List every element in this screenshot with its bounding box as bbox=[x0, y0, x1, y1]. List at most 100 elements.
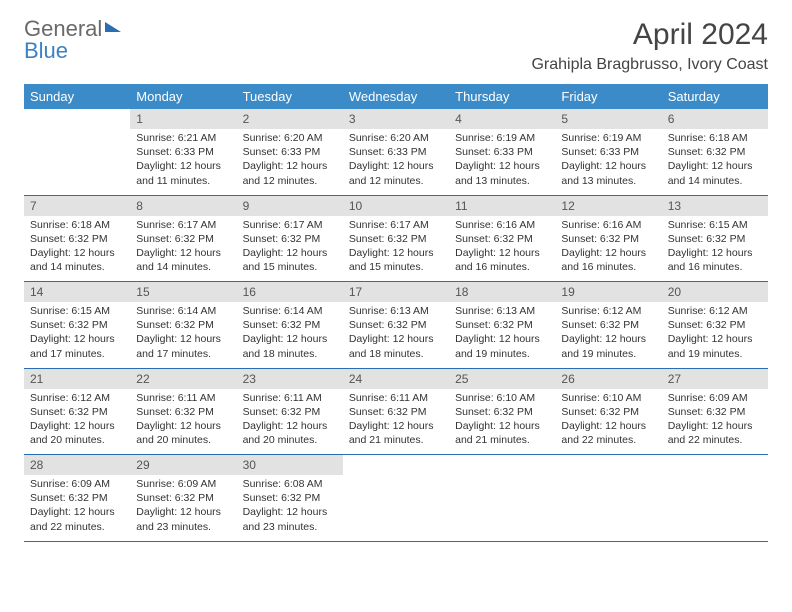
page-header: General Blue April 2024 Grahipla Bragbru… bbox=[24, 18, 768, 74]
sunset-text: Sunset: 6:32 PM bbox=[561, 318, 655, 332]
daylight-text: Daylight: 12 hours and 22 minutes. bbox=[668, 419, 762, 447]
daylight-text: Daylight: 12 hours and 12 minutes. bbox=[243, 159, 337, 187]
day-number: 19 bbox=[555, 282, 661, 303]
sunset-text: Sunset: 6:32 PM bbox=[668, 145, 762, 159]
day-number: 15 bbox=[130, 282, 236, 303]
day-number: 22 bbox=[130, 368, 236, 389]
sunrise-text: Sunrise: 6:12 AM bbox=[561, 304, 655, 318]
daylight-text: Daylight: 12 hours and 17 minutes. bbox=[136, 332, 230, 360]
sunset-text: Sunset: 6:32 PM bbox=[668, 318, 762, 332]
daylight-text: Daylight: 12 hours and 12 minutes. bbox=[349, 159, 443, 187]
weekday-header: Wednesday bbox=[343, 84, 449, 109]
logo-text: General Blue bbox=[24, 18, 121, 62]
sunset-text: Sunset: 6:32 PM bbox=[243, 318, 337, 332]
daylight-text: Daylight: 12 hours and 14 minutes. bbox=[30, 246, 124, 274]
daylight-text: Daylight: 12 hours and 20 minutes. bbox=[30, 419, 124, 447]
daylight-text: Daylight: 12 hours and 19 minutes. bbox=[668, 332, 762, 360]
sunset-text: Sunset: 6:32 PM bbox=[561, 405, 655, 419]
day-cell: Sunrise: 6:11 AMSunset: 6:32 PMDaylight:… bbox=[343, 389, 449, 455]
sunrise-text: Sunrise: 6:17 AM bbox=[243, 218, 337, 232]
day-content-row: Sunrise: 6:12 AMSunset: 6:32 PMDaylight:… bbox=[24, 389, 768, 455]
day-number: 12 bbox=[555, 195, 661, 216]
sunset-text: Sunset: 6:32 PM bbox=[668, 405, 762, 419]
day-cell bbox=[449, 475, 555, 541]
day-content-row: Sunrise: 6:21 AMSunset: 6:33 PMDaylight:… bbox=[24, 129, 768, 195]
sunrise-text: Sunrise: 6:11 AM bbox=[349, 391, 443, 405]
sunrise-text: Sunrise: 6:12 AM bbox=[668, 304, 762, 318]
sunrise-text: Sunrise: 6:09 AM bbox=[136, 477, 230, 491]
day-cell bbox=[24, 129, 130, 195]
sunset-text: Sunset: 6:32 PM bbox=[561, 232, 655, 246]
sunrise-text: Sunrise: 6:16 AM bbox=[561, 218, 655, 232]
day-cell: Sunrise: 6:09 AMSunset: 6:32 PMDaylight:… bbox=[24, 475, 130, 541]
weekday-header: Tuesday bbox=[237, 84, 343, 109]
sunrise-text: Sunrise: 6:14 AM bbox=[136, 304, 230, 318]
daylight-text: Daylight: 12 hours and 21 minutes. bbox=[349, 419, 443, 447]
day-number: 20 bbox=[662, 282, 768, 303]
sunset-text: Sunset: 6:33 PM bbox=[136, 145, 230, 159]
sunrise-text: Sunrise: 6:11 AM bbox=[136, 391, 230, 405]
sunset-text: Sunset: 6:32 PM bbox=[136, 232, 230, 246]
day-number: 8 bbox=[130, 195, 236, 216]
day-cell: Sunrise: 6:13 AMSunset: 6:32 PMDaylight:… bbox=[343, 302, 449, 368]
day-cell: Sunrise: 6:17 AMSunset: 6:32 PMDaylight:… bbox=[130, 216, 236, 282]
daylight-text: Daylight: 12 hours and 23 minutes. bbox=[243, 505, 337, 533]
daylight-text: Daylight: 12 hours and 15 minutes. bbox=[243, 246, 337, 274]
sunrise-text: Sunrise: 6:16 AM bbox=[455, 218, 549, 232]
daylight-text: Daylight: 12 hours and 19 minutes. bbox=[561, 332, 655, 360]
sunrise-text: Sunrise: 6:19 AM bbox=[455, 131, 549, 145]
sunrise-text: Sunrise: 6:18 AM bbox=[668, 131, 762, 145]
day-cell: Sunrise: 6:10 AMSunset: 6:32 PMDaylight:… bbox=[449, 389, 555, 455]
location-label: Grahipla Bragbrusso, Ivory Coast bbox=[531, 56, 768, 74]
day-number bbox=[662, 455, 768, 476]
sunrise-text: Sunrise: 6:10 AM bbox=[455, 391, 549, 405]
day-cell: Sunrise: 6:16 AMSunset: 6:32 PMDaylight:… bbox=[555, 216, 661, 282]
day-cell: Sunrise: 6:09 AMSunset: 6:32 PMDaylight:… bbox=[662, 389, 768, 455]
daylight-text: Daylight: 12 hours and 11 minutes. bbox=[136, 159, 230, 187]
day-number: 6 bbox=[662, 109, 768, 129]
day-number: 16 bbox=[237, 282, 343, 303]
day-cell: Sunrise: 6:11 AMSunset: 6:32 PMDaylight:… bbox=[130, 389, 236, 455]
day-number: 11 bbox=[449, 195, 555, 216]
sunset-text: Sunset: 6:33 PM bbox=[349, 145, 443, 159]
day-number: 18 bbox=[449, 282, 555, 303]
sunset-text: Sunset: 6:32 PM bbox=[455, 405, 549, 419]
logo: General Blue bbox=[24, 18, 121, 62]
day-cell: Sunrise: 6:16 AMSunset: 6:32 PMDaylight:… bbox=[449, 216, 555, 282]
sunrise-text: Sunrise: 6:20 AM bbox=[349, 131, 443, 145]
sunrise-text: Sunrise: 6:15 AM bbox=[668, 218, 762, 232]
day-number-row: 78910111213 bbox=[24, 195, 768, 216]
sunrise-text: Sunrise: 6:21 AM bbox=[136, 131, 230, 145]
day-cell: Sunrise: 6:18 AMSunset: 6:32 PMDaylight:… bbox=[662, 129, 768, 195]
sunset-text: Sunset: 6:32 PM bbox=[30, 405, 124, 419]
day-cell: Sunrise: 6:17 AMSunset: 6:32 PMDaylight:… bbox=[343, 216, 449, 282]
day-cell: Sunrise: 6:17 AMSunset: 6:32 PMDaylight:… bbox=[237, 216, 343, 282]
day-cell: Sunrise: 6:14 AMSunset: 6:32 PMDaylight:… bbox=[130, 302, 236, 368]
day-number: 3 bbox=[343, 109, 449, 129]
sunrise-text: Sunrise: 6:17 AM bbox=[349, 218, 443, 232]
daylight-text: Daylight: 12 hours and 22 minutes. bbox=[30, 505, 124, 533]
daylight-text: Daylight: 12 hours and 14 minutes. bbox=[668, 159, 762, 187]
sunrise-text: Sunrise: 6:19 AM bbox=[561, 131, 655, 145]
day-number-row: 282930 bbox=[24, 455, 768, 476]
daylight-text: Daylight: 12 hours and 18 minutes. bbox=[349, 332, 443, 360]
day-cell: Sunrise: 6:12 AMSunset: 6:32 PMDaylight:… bbox=[662, 302, 768, 368]
sunrise-text: Sunrise: 6:10 AM bbox=[561, 391, 655, 405]
day-cell: Sunrise: 6:12 AMSunset: 6:32 PMDaylight:… bbox=[24, 389, 130, 455]
day-number bbox=[343, 455, 449, 476]
day-number: 30 bbox=[237, 455, 343, 476]
sunset-text: Sunset: 6:32 PM bbox=[243, 405, 337, 419]
day-number: 7 bbox=[24, 195, 130, 216]
sunset-text: Sunset: 6:32 PM bbox=[455, 232, 549, 246]
sunset-text: Sunset: 6:32 PM bbox=[349, 318, 443, 332]
calendar-table: SundayMondayTuesdayWednesdayThursdayFrid… bbox=[24, 84, 768, 542]
day-cell: Sunrise: 6:19 AMSunset: 6:33 PMDaylight:… bbox=[449, 129, 555, 195]
day-cell bbox=[343, 475, 449, 541]
daylight-text: Daylight: 12 hours and 22 minutes. bbox=[561, 419, 655, 447]
weekday-header: Thursday bbox=[449, 84, 555, 109]
weekday-header: Saturday bbox=[662, 84, 768, 109]
day-number-row: 14151617181920 bbox=[24, 282, 768, 303]
daylight-text: Daylight: 12 hours and 16 minutes. bbox=[561, 246, 655, 274]
day-number: 1 bbox=[130, 109, 236, 129]
day-number: 25 bbox=[449, 368, 555, 389]
